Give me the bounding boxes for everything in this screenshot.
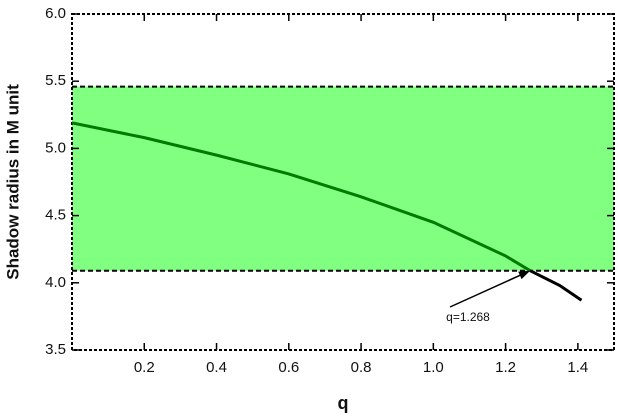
x-tick-label: 0.4 [206,359,227,376]
annotation-arrow [449,272,526,308]
y-tick-label: 5.5 [45,72,66,89]
y-axis-label: Shadow radius in M unit [3,84,22,280]
annotation-arrowhead [518,270,531,280]
x-axis-label: q [338,393,349,413]
line [529,269,583,302]
x-tick-label: 1.2 [495,359,516,376]
line [71,121,531,272]
x-tick-label: 1.0 [423,359,444,376]
plot-frame [71,13,615,351]
x-tick-label: 0.2 [134,359,155,376]
y-tick-label: 6.0 [45,5,66,22]
y-tick-label: 4.5 [45,207,66,224]
x-tick-label: 0.8 [351,359,372,376]
y-tick-label: 3.5 [45,341,66,358]
annotation: q=1.268 [446,310,490,324]
band [72,86,614,271]
x-tick-label: 0.6 [278,359,299,376]
x-tick-label: 1.4 [567,359,588,376]
y-tick-label: 4.0 [45,274,66,291]
y-tick-label: 5.0 [45,139,66,156]
